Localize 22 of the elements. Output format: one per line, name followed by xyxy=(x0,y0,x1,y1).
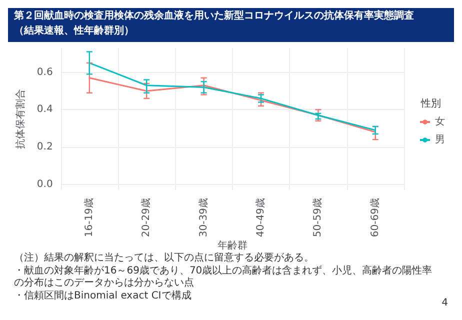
x-axis-title: 年齢群 xyxy=(217,239,248,252)
chart-title: 第２回献血時の検査用検体の残余血液を用いた新型コロナウイルスの抗体保有率実態調査 xyxy=(13,10,414,22)
text: ・信頼区間はBinomial exact CIで構成 xyxy=(14,290,192,302)
x-tick-label: 40-49歳 xyxy=(254,198,266,238)
chart-subtitle: （結果速報、性年齢群別） xyxy=(14,24,134,36)
legend-title: 性別 xyxy=(420,98,441,110)
x-tick-label: 60-69歳 xyxy=(368,198,381,238)
y-tick-label: 0.0 xyxy=(36,178,53,190)
x-tick-label: 50-59歳 xyxy=(312,198,324,238)
y-tick-label: 0.4 xyxy=(36,104,53,116)
text: （注）結果の解釈に当たっては、以下の点に留意する必要がある。 xyxy=(14,252,314,264)
text: ・献血の対象年齢が16～69歳であり、70歳以上の高齢者は含まれず、小児、高齢者の陽性率の分布はこのデータからは分からない点 xyxy=(14,264,432,288)
legend-label: 男 xyxy=(435,134,445,146)
x-tick-label: 30-39歳 xyxy=(197,198,210,238)
text: 4 xyxy=(442,298,448,308)
y-axis-title: 抗体保有割合 xyxy=(14,89,26,149)
line-series xyxy=(88,77,376,133)
x-tick-label: 20-29歳 xyxy=(140,198,152,238)
x-tick-label: 16-19歳 xyxy=(82,198,95,238)
y-tick-label: 0.2 xyxy=(36,142,53,153)
y-tick-label: 0.6 xyxy=(36,66,53,78)
legend-label: 女 xyxy=(435,116,445,128)
